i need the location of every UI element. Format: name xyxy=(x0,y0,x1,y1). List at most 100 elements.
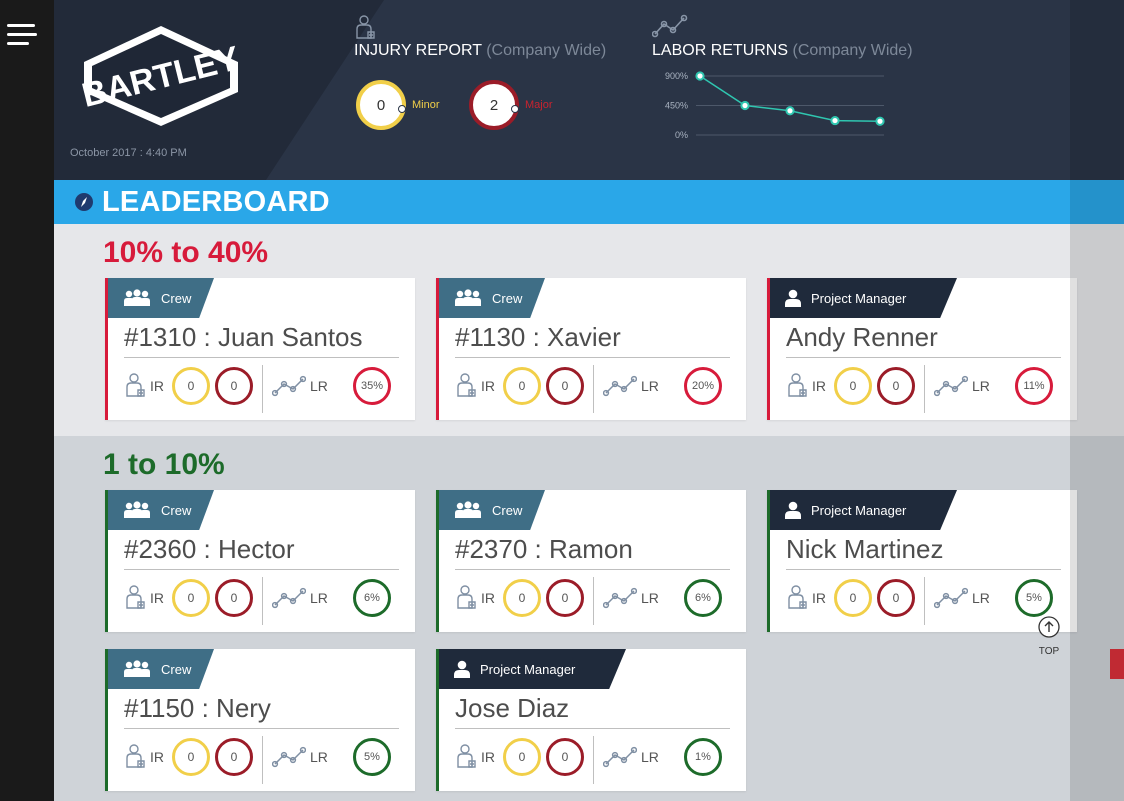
leaderboard-card[interactable]: Crew #2370 : Ramon IR 0 0 LR 6% xyxy=(436,490,746,632)
ir-label: IR xyxy=(481,378,495,394)
leaderboard-card[interactable]: Crew #1130 : Xavier IR 0 0 LR 20% xyxy=(436,278,746,420)
card-name: #1310 : Juan Santos xyxy=(124,322,363,352)
injury-icon xyxy=(354,14,378,45)
major-label: Major xyxy=(525,99,553,111)
chart-point xyxy=(830,115,840,126)
card-name: #2360 : Hector xyxy=(124,534,295,564)
role-tag: Crew xyxy=(439,278,545,318)
brand-logo[interactable]: BARTLEY xyxy=(76,22,246,135)
stat-row: IR 0 0 LR 5% xyxy=(124,737,405,777)
person-icon xyxy=(784,501,802,519)
role-tag: Crew xyxy=(108,278,214,318)
leaderboard-card[interactable]: Crew #2360 : Hector IR 0 0 LR 6% xyxy=(105,490,415,632)
injury-icon xyxy=(124,584,148,615)
minor-label: Minor xyxy=(412,99,440,111)
labor-returns-icon xyxy=(271,746,307,773)
band-title-10-40: 10% to 40% xyxy=(103,236,269,269)
injury-icon xyxy=(455,584,479,615)
labor-return-percent: 6% xyxy=(353,579,391,617)
role-label: Crew xyxy=(161,502,192,518)
lr-label: LR xyxy=(310,378,328,394)
stat-row: IR 0 0 LR 6% xyxy=(124,578,405,618)
vertical-divider xyxy=(262,736,263,784)
divider xyxy=(124,357,399,358)
injury-report-subtitle: (Company Wide) xyxy=(486,42,607,59)
vertical-divider xyxy=(262,577,263,625)
role-label: Crew xyxy=(161,290,192,306)
chart-tick-label: 900% xyxy=(665,71,688,81)
ir-label: IR xyxy=(812,590,826,606)
labor-return-percent: 35% xyxy=(353,367,391,405)
leaderboard-card[interactable]: Project Manager Nick Martinez IR 0 0 LR 5% xyxy=(767,490,1077,632)
chart-point xyxy=(695,71,705,81)
lr-label: LR xyxy=(310,590,328,606)
role-tag: Crew xyxy=(108,649,214,689)
card-name: Andy Renner xyxy=(786,322,938,352)
datetime: October 2017 : 4:40 PM xyxy=(70,147,187,159)
scroll-top-button[interactable]: TOP xyxy=(1036,615,1062,657)
labor-return-percent: 11% xyxy=(1015,367,1053,405)
major-injury-count: 0 xyxy=(877,579,915,617)
labor-return-percent: 5% xyxy=(353,738,391,776)
vertical-divider xyxy=(593,577,594,625)
chart-point xyxy=(785,106,795,116)
divider xyxy=(455,357,730,358)
card-name: Jose Diaz xyxy=(455,693,570,723)
leaderboard-card[interactable]: Project Manager Jose Diaz IR 0 0 LR 1% xyxy=(436,649,746,791)
leaderboard-card[interactable]: Crew #1310 : Juan Santos IR 0 0 LR 35% xyxy=(105,278,415,420)
divider xyxy=(124,569,399,570)
person-icon xyxy=(453,660,471,678)
vertical-divider xyxy=(593,365,594,413)
card-name: Nick Martinez xyxy=(786,534,944,564)
lr-label: LR xyxy=(972,378,990,394)
compass-icon xyxy=(74,192,94,217)
labor-returns-icon xyxy=(602,587,638,614)
band-title-1-10: 1 to 10% xyxy=(103,448,225,481)
labor-returns-icon xyxy=(271,587,307,614)
ir-label: IR xyxy=(150,749,164,765)
minor-injury-count: 0 xyxy=(172,367,210,405)
leaderboard-card[interactable]: Project Manager Andy Renner IR 0 0 LR 11% xyxy=(767,278,1077,420)
stat-row: IR 0 0 LR 1% xyxy=(455,737,736,777)
divider xyxy=(124,728,399,729)
role-tag: Crew xyxy=(108,490,214,530)
injury-icon xyxy=(455,743,479,774)
labor-returns-icon xyxy=(933,375,969,402)
minor-injury-count: 0 xyxy=(172,738,210,776)
role-tag: Project Manager xyxy=(439,649,626,689)
role-tag: Crew xyxy=(439,490,545,530)
divider xyxy=(455,728,730,729)
stat-row: IR 0 0 LR 20% xyxy=(455,366,736,406)
labor-return-percent: 6% xyxy=(684,579,722,617)
role-label: Project Manager xyxy=(811,290,907,306)
edge-tab[interactable] xyxy=(1110,649,1124,679)
role-label: Project Manager xyxy=(480,661,576,677)
role-tag: Project Manager xyxy=(770,490,957,530)
role-tag: Project Manager xyxy=(770,278,957,318)
labor-returns-icon xyxy=(933,587,969,614)
stat-row: IR 0 0 LR 11% xyxy=(786,366,1067,406)
labor-returns-icon xyxy=(271,375,307,402)
leaderboard-bar: LEADERBOARD xyxy=(54,180,1124,224)
labor-returns-title: LABOR RETURNS (Company Wide) xyxy=(652,42,913,60)
injury-report-label: INJURY REPORT xyxy=(354,42,482,59)
labor-returns-chart: 900% 450% 0% xyxy=(665,71,885,140)
chart-tick-label: 450% xyxy=(665,101,688,111)
labor-return-percent: 5% xyxy=(1015,579,1053,617)
leaderboard-card[interactable]: Crew #1150 : Nery IR 0 0 LR 5% xyxy=(105,649,415,791)
role-label: Crew xyxy=(492,502,523,518)
card-name: #2370 : Ramon xyxy=(455,534,633,564)
labor-returns-icon xyxy=(602,746,638,773)
minor-dot xyxy=(398,105,406,113)
stat-row: IR 0 0 LR 5% xyxy=(786,578,1067,618)
minor-injury-count: 0 xyxy=(503,738,541,776)
left-rail xyxy=(0,0,54,801)
lr-label: LR xyxy=(641,590,659,606)
menu-icon[interactable] xyxy=(7,24,37,48)
vertical-divider xyxy=(924,365,925,413)
injury-report-title: INJURY REPORT (Company Wide) xyxy=(354,42,606,60)
person-icon xyxy=(784,289,802,307)
major-injury-count: 0 xyxy=(546,367,584,405)
ir-label: IR xyxy=(150,590,164,606)
role-label: Crew xyxy=(492,290,523,306)
